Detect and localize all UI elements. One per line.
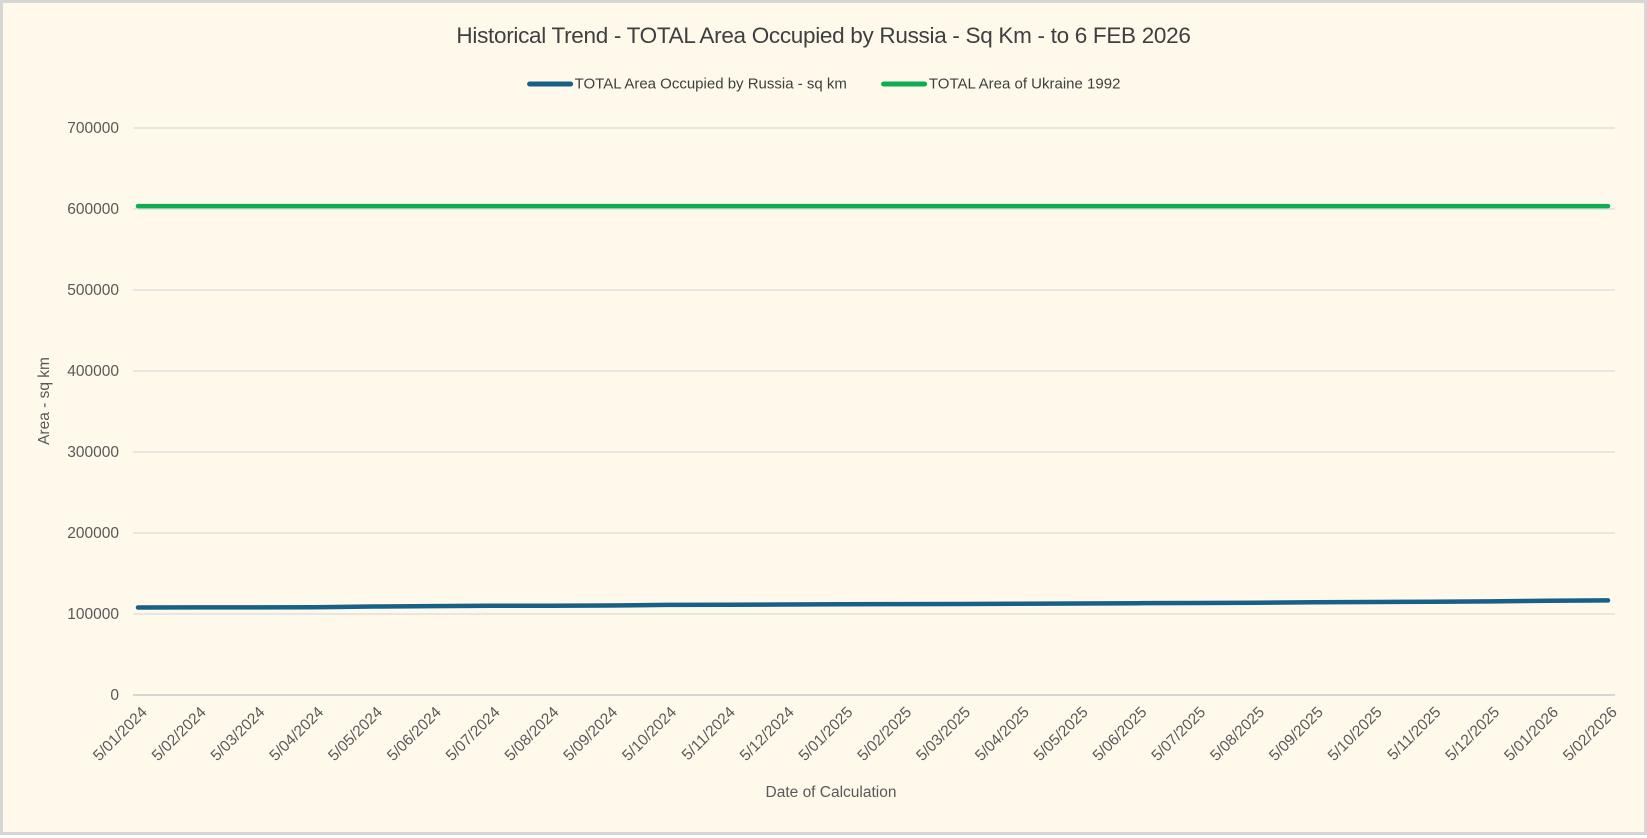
x-tick-label: 5/04/2025 [972, 704, 1033, 765]
x-tick-label: 5/09/2024 [560, 704, 621, 765]
x-tick-label: 5/05/2025 [1031, 704, 1092, 765]
x-tick-label: 5/02/2024 [149, 704, 210, 765]
x-tick-label: 5/01/2025 [796, 704, 857, 765]
x-tick-label: 5/07/2025 [1148, 704, 1209, 765]
plot-area: 0 100000 200000 300000 400000 500000 600000 700… [67, 120, 1621, 765]
chart-title: Historical Trend - TOTAL Area Occupied b… [456, 23, 1191, 48]
y-axis-title: Area - sq km [36, 357, 53, 445]
x-tick-label: 5/02/2026 [1560, 704, 1621, 765]
y-tick-label: 400000 [67, 363, 119, 380]
x-tick-label: 5/03/2024 [208, 704, 269, 765]
y-tick-label: 600000 [67, 201, 119, 218]
x-tick-label: 5/11/2024 [679, 704, 739, 764]
legend-label: TOTAL Area Occupied by Russia - sq km [574, 75, 847, 93]
y-tick-label: 200000 [67, 525, 119, 542]
x-tick-label: 5/12/2024 [737, 704, 798, 765]
x-tick-label: 5/08/2024 [502, 704, 563, 765]
x-tick-label: 5/02/2025 [854, 704, 915, 765]
x-tick-label: 5/10/2025 [1325, 704, 1386, 765]
legend-item-ukraine-area: TOTAL Area of Ukraine 1992 [880, 75, 1121, 93]
x-tick-label: 5/10/2024 [619, 704, 680, 765]
legend-label: TOTAL Area of Ukraine 1992 [928, 75, 1121, 93]
x-axis-title: Date of Calculation [765, 784, 897, 801]
x-tick-label: 5/04/2024 [266, 704, 327, 765]
series-line-0 [135, 598, 1611, 610]
y-tick-label: 0 [110, 687, 119, 704]
y-tick-label: 300000 [67, 444, 119, 461]
chart-legend: TOTAL Area Occupied by Russia - sq km TO… [526, 75, 1121, 93]
x-tick-label: 5/11/2025 [1384, 704, 1444, 764]
x-tick-label: 5/07/2024 [443, 704, 504, 765]
legend-line-marker-green [880, 81, 927, 87]
x-tick-label: 5/08/2025 [1207, 704, 1268, 765]
y-tick-label: 100000 [67, 606, 119, 623]
y-tick-label: 700000 [67, 120, 119, 137]
y-tick-label: 500000 [67, 282, 119, 299]
x-tick-label: 5/03/2025 [913, 704, 974, 765]
legend-item-occupied-area: TOTAL Area Occupied by Russia - sq km [526, 75, 847, 93]
x-tick-label: 5/01/2026 [1501, 704, 1562, 765]
x-tick-label: 5/01/2024 [90, 704, 151, 765]
x-tick-label: 5/12/2025 [1442, 704, 1503, 765]
x-tick-label: 5/09/2025 [1266, 704, 1327, 765]
x-tick-label: 5/05/2024 [325, 704, 386, 765]
x-tick-label: 5/06/2025 [1090, 704, 1151, 765]
legend-line-marker-blue [526, 81, 573, 87]
x-tick-label: 5/06/2024 [384, 704, 445, 765]
